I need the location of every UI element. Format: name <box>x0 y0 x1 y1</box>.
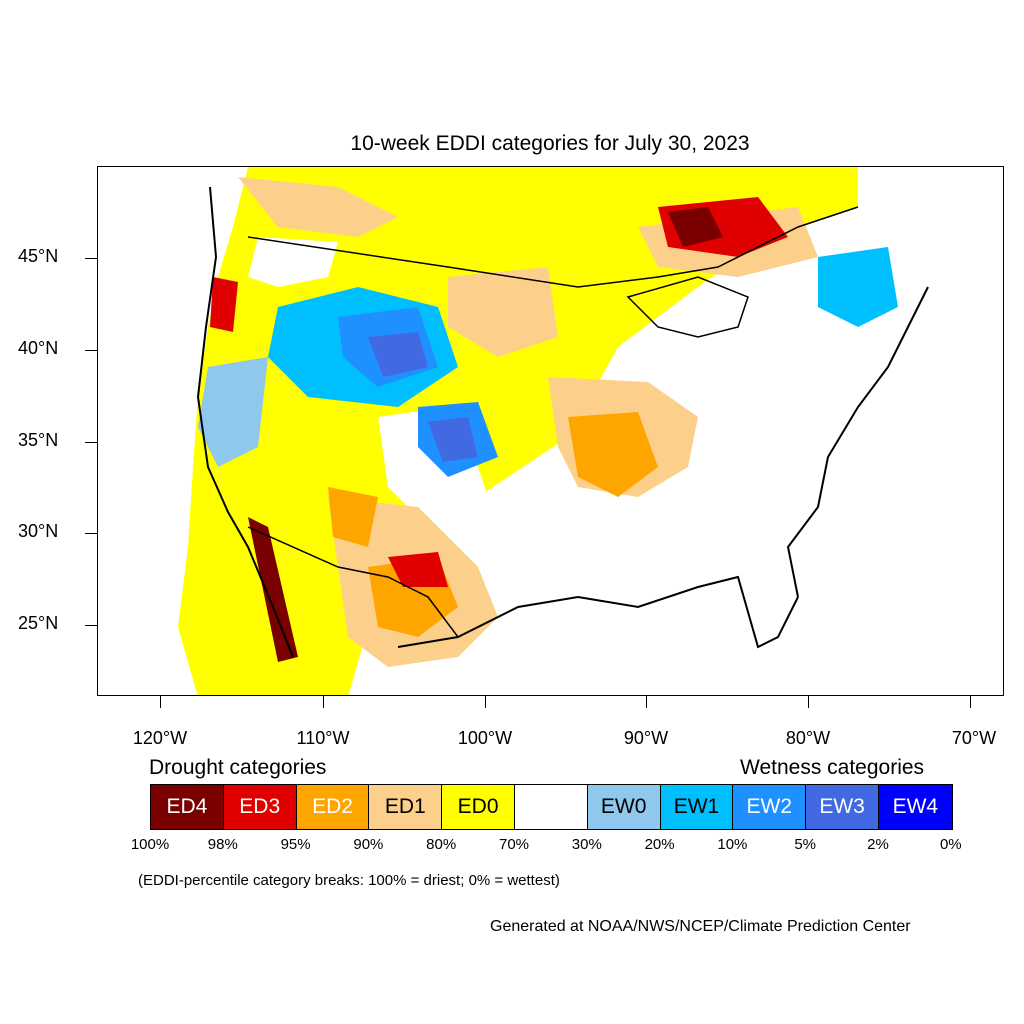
credit-line: Generated at NOAA/NWS/NCEP/Climate Predi… <box>490 918 911 935</box>
legend-colorbar: ED4 ED3 ED2 ED1 ED0 EW0 EW1 EW2 EW3 EW4 <box>150 784 953 830</box>
lon-tick <box>646 696 647 708</box>
wetness-heading: Wetness categories <box>740 756 925 779</box>
lon-label: 120°W <box>132 728 188 748</box>
legend-break-label: 95% <box>280 836 311 853</box>
lat-label: 45°N <box>18 246 59 266</box>
legend-cell-ew1: EW1 <box>660 785 734 829</box>
ed2-region-missouri <box>568 412 658 497</box>
map-canvas <box>178 167 929 695</box>
legend-break-label: 98% <box>207 836 238 853</box>
category-note: (EDDI-percentile category breaks: 100% =… <box>138 872 560 889</box>
coastline-west <box>196 186 294 658</box>
lat-tick <box>85 625 97 626</box>
legend-cell-ed1: ED1 <box>369 785 443 829</box>
normal-region-northwest <box>248 237 338 287</box>
coastline-east <box>786 286 929 598</box>
lat-label: 25°N <box>18 613 59 633</box>
legend-cell-ed2: ED2 <box>296 785 370 829</box>
lon-tick <box>970 696 971 708</box>
legend-cell-ed3: ED3 <box>223 785 297 829</box>
ed4-region-baja <box>248 517 298 662</box>
ed3-region-newmexico <box>388 552 448 587</box>
lon-tick <box>160 696 161 708</box>
legend-cell-ew4: EW4 <box>878 785 952 829</box>
lat-tick <box>85 442 97 443</box>
legend-break-label: 70% <box>498 836 530 853</box>
lon-tick <box>808 696 809 708</box>
lon-label: 110°W <box>296 728 350 748</box>
normal-region-northeast <box>738 307 878 427</box>
ew1-region-maine <box>818 247 898 327</box>
lon-label: 90°W <box>623 728 669 748</box>
legend-cell-normal <box>514 785 588 829</box>
legend-cell-ed4: ED4 <box>151 785 224 829</box>
ed4-region-michigan <box>668 207 723 247</box>
lat-tick <box>85 258 97 259</box>
lat-tick <box>85 350 97 351</box>
border-canada <box>247 206 859 288</box>
lon-label: 70°W <box>951 728 997 748</box>
legend-break-label: 100% <box>130 836 170 853</box>
drought-heading: Drought categories <box>149 756 327 779</box>
normal-region-southeast <box>528 487 798 617</box>
ed2-region-arizona <box>328 487 378 547</box>
lat-label: 40°N <box>18 338 59 358</box>
legend-cell-ew2: EW2 <box>733 785 807 829</box>
ew3-region-kansas <box>428 417 478 462</box>
lat-label: 30°N <box>18 521 59 541</box>
map-title: 10-week EDDI categories for July 30, 202… <box>350 132 750 155</box>
legend-break-label: 5% <box>794 836 817 853</box>
ed1-region-west <box>238 177 398 237</box>
normal-region-plains <box>378 407 498 557</box>
lon-label: 80°W <box>785 728 831 748</box>
lat-tick <box>85 533 97 534</box>
legend-cell-ed0: ED0 <box>442 785 515 829</box>
legend-break-label: 80% <box>426 836 457 853</box>
border-mexico <box>247 526 459 638</box>
eddi-map <box>97 166 1004 696</box>
ed1-region-plains <box>448 267 558 357</box>
legend-break-label: 10% <box>717 836 748 853</box>
great-lakes-outline <box>626 276 749 338</box>
legend-break-label: 20% <box>644 836 675 853</box>
ew3-region-colorado <box>368 332 428 377</box>
legend-break-label: 30% <box>571 836 602 853</box>
legend-break-label: 90% <box>353 836 384 853</box>
ed3-region-oregon <box>210 277 238 332</box>
ew0-region-west <box>198 357 268 467</box>
legend-cell-ew0: EW0 <box>587 785 661 829</box>
legend-break-label: 2% <box>867 836 889 853</box>
lat-label: 35°N <box>18 430 59 450</box>
legend-cell-ew3: EW3 <box>806 785 879 829</box>
coastline-gulf <box>397 575 799 649</box>
lon-tick <box>485 696 486 708</box>
lon-label: 100°W <box>457 728 513 748</box>
legend-break-label: 0% <box>939 836 962 853</box>
lon-tick <box>323 696 324 708</box>
